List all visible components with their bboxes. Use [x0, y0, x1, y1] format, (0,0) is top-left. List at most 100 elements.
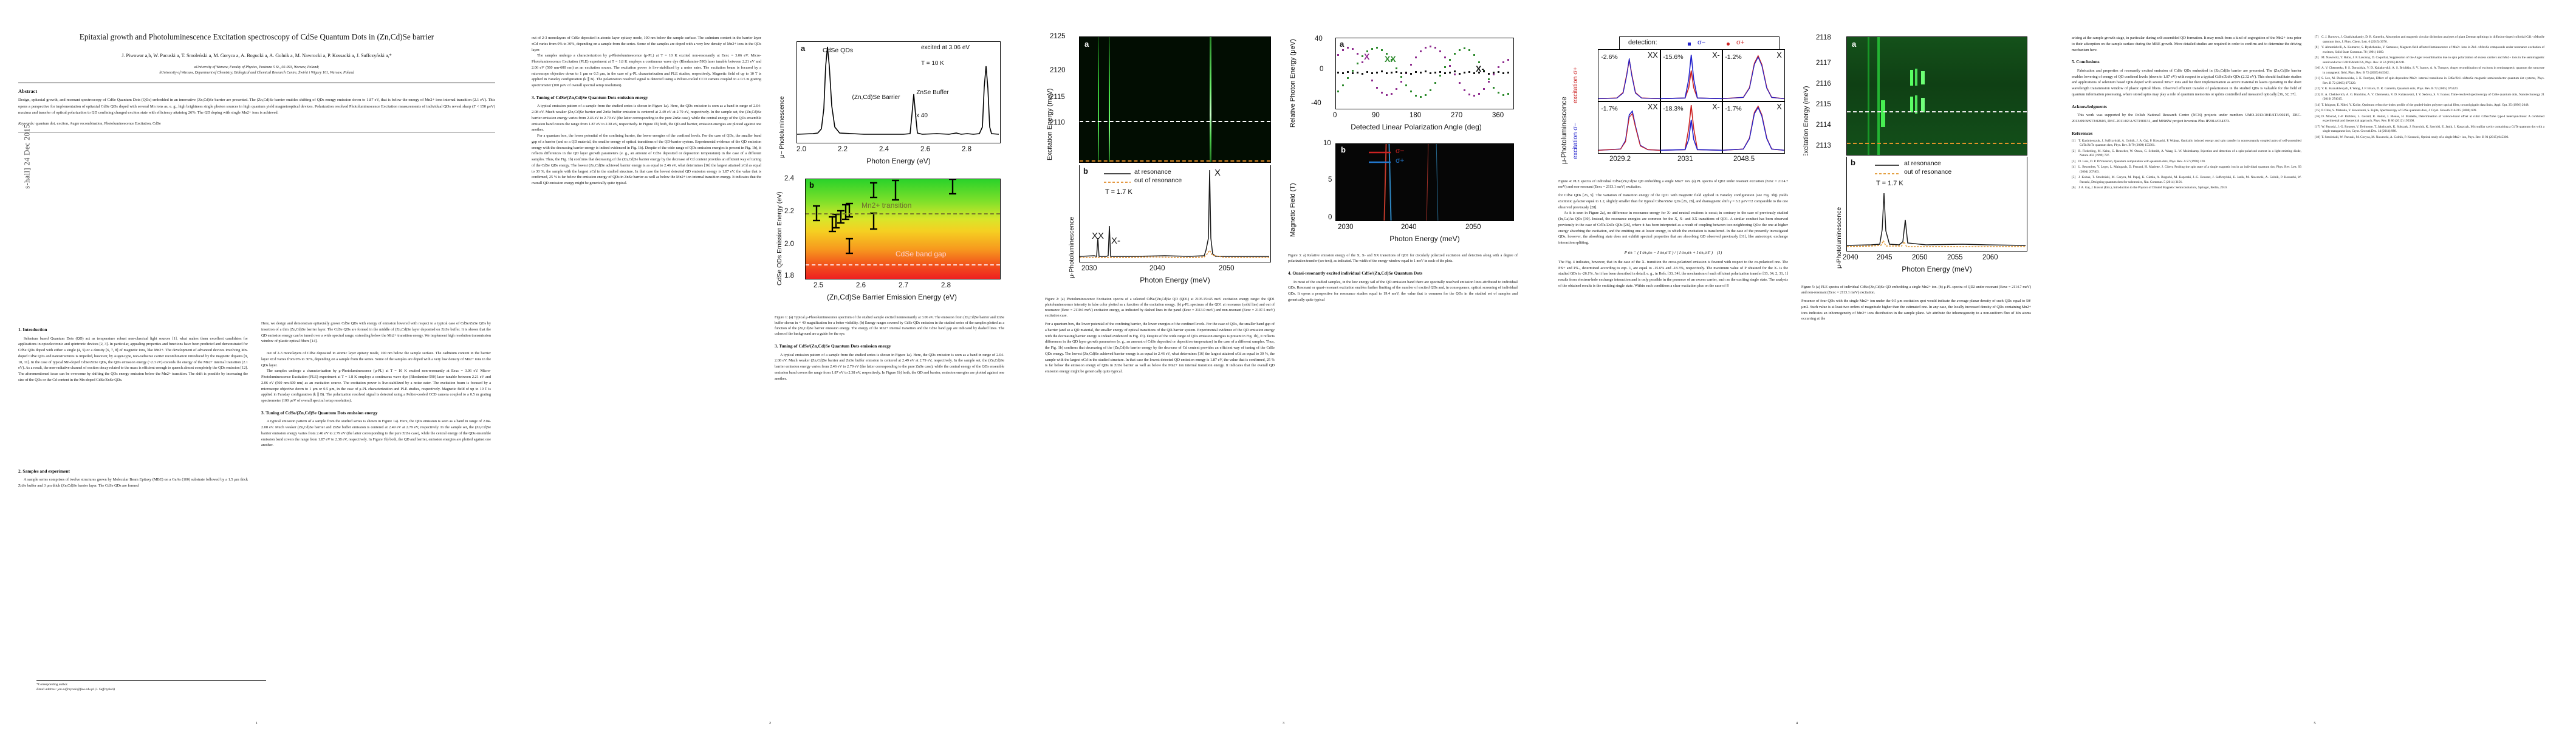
fig4-cell-5: -1.7% X	[1722, 101, 1785, 154]
fig2b-panel-letter: b	[1083, 166, 1088, 176]
reference-item: [15] P. Chiu, S. Matsuda, Y. Kawakami, S.…	[2315, 109, 2544, 114]
fig4-cell-5-value: -1.7%	[1725, 105, 1742, 113]
reference-text: T. Ishigure, E. Nihei, Y. Koike, Optimum…	[2321, 103, 2529, 107]
references-heading-left: References	[2072, 130, 2093, 136]
reference-number: [6]	[2072, 186, 2076, 190]
section-tuning: 3. Tuning of CdSe/(Zn,Cd)Se Quantum Dots…	[261, 409, 378, 416]
page1-columns: 1. Introduction Selenium based Quantum D…	[0, 321, 513, 701]
figure-1-panel-b: CdSe QDs Emission Energy (eV) Mn2+ trans…	[775, 175, 1004, 312]
reference-number: [14]	[2315, 103, 2320, 107]
fig3a-scatter	[1337, 46, 1509, 98]
fig4-cell-3-label: XX	[1648, 103, 1658, 112]
figure-2-panel-b: μ-Photoluminescence b XX X- X at resonan…	[1045, 164, 1275, 294]
fig5a-ytick-5: 2118	[1816, 34, 1831, 41]
fig4-cell-4: -18.3% X-	[1660, 101, 1723, 154]
page-number-5: 5	[2314, 721, 2316, 725]
reference-number: [1]	[2072, 139, 2076, 143]
fig1b-gap-line	[806, 264, 1000, 265]
samples-paragraph-2: out of 2-3 monolayers of CdSe deposited …	[261, 351, 491, 368]
page-5: arising at the sample growth stage, in p…	[2054, 0, 2576, 729]
page-number-1: 1	[255, 721, 258, 725]
fig5b-legend-solid-swatch	[1875, 165, 1899, 166]
fig4-ylabel: μ-Photoluminescence	[1561, 97, 1568, 164]
reference-item: [11] S. Lee, M. Dobrowolska, J. K. Furdyn…	[2315, 77, 2544, 86]
reference-number: [15]	[2315, 109, 2320, 113]
fig3b-line-sigma-plus-2	[1436, 144, 1439, 221]
fig1a-curve	[797, 46, 999, 135]
fig1b-mn-line	[806, 213, 1000, 214]
page-4: μ-Photoluminescence excitation σ+ excita…	[1540, 0, 2054, 729]
fig3a-xtick-3: 270	[1451, 112, 1463, 119]
quasi-p4: The Fig. 4 indicates, however, that in t…	[1558, 259, 1788, 288]
fig1a-panel-letter: a	[801, 44, 806, 53]
fig1b-label-gap: CdSe band gap	[896, 250, 947, 258]
fig3b-line-sigma-plus-1	[1388, 144, 1392, 221]
fig3b-ytick-1: 5	[1328, 176, 1332, 183]
fig4-cell-2-curve	[1722, 55, 1784, 100]
fig5a-stripe-2	[1877, 37, 1880, 155]
reference-number: [7]	[2315, 35, 2319, 39]
tuning-p1: A typical emission pattern of a sample f…	[532, 104, 761, 132]
fig1a-xtick-3: 2.6	[920, 146, 930, 153]
fig4-legend-sigma-minus: σ−	[1697, 39, 1706, 46]
fig5a-image: a	[1846, 36, 2027, 156]
fig4-cell-2-value: -1.2%	[1725, 53, 1742, 61]
fig5b-xlabel: Photon Energy (meV)	[1902, 265, 1972, 273]
fig2b-legend-resonance: at resonance	[1134, 168, 1171, 176]
fig4-panel-grid: -2.6% XX -15.6% X-	[1598, 49, 1785, 154]
fig1b-xlabel: (Zn,Cd)Se Barrier Emission Energy (eV)	[826, 293, 957, 301]
fig2b-xtick-0: 2030	[1081, 265, 1097, 272]
fig1a-annot-exc: excited at 3.06 eV	[921, 44, 970, 51]
fig5a-blob-5	[1910, 97, 1913, 112]
reference-item: [5] J. Kobak, T. Smoleński, M. Goryca, M.…	[2072, 176, 2301, 185]
fig4-cell-3: -1.7% XX	[1598, 101, 1661, 154]
section-tuning-2: 3. Tuning of CdSe/(Zn,Cd)Se Quantum Dots…	[532, 94, 648, 100]
page-number-3: 3	[1282, 721, 1285, 725]
fig5a-offresonance-line	[1847, 143, 2027, 144]
page4-columns: μ-Photoluminescence excitation σ+ excita…	[1540, 34, 2054, 711]
page-3: Excitation Energy (meV) a 2110 2115 2120…	[1027, 0, 1540, 729]
fig2a-ytick-1: 2115	[1050, 94, 1065, 101]
fig5a-ylabel: Excitation Energy (meV)	[1803, 86, 1810, 158]
reference-text: V. K. Kaznakhevych, P. Wang, J. P. Bruce…	[2321, 87, 2459, 91]
fig4-legend-marker-sigma-minus	[1688, 43, 1691, 46]
reference-number: [10]	[2315, 66, 2320, 70]
reference-item: [10] A. V. Chernenko, P. S. Dorozhkin, V.…	[2315, 66, 2544, 75]
fig5a-ytick-0: 2113	[1816, 142, 1831, 149]
reference-text: T. Smoleński, W. Pacuski, M. Goryca, M. …	[2321, 135, 2509, 139]
tuning-p2: For a quantum box, the lower potential o…	[532, 134, 761, 186]
fig1a-xtick-4: 2.8	[962, 146, 971, 153]
figure-3-panel-a: Relative Photon Energy (μeV) a	[1288, 35, 1518, 142]
fig2a-line-xx	[1098, 37, 1099, 162]
page1-column-left: 1. Introduction Selenium based Quantum D…	[18, 321, 266, 701]
figure-2: Excitation Energy (meV) a 2110 2115 2120…	[1045, 33, 1275, 319]
fig2a-image: a	[1079, 36, 1271, 163]
fig4-xtick-1: 2031	[1677, 156, 1693, 163]
quasi-p3: As it is seen in Figure 2a), no differen…	[1558, 211, 1788, 245]
reference-text: T. Kazimierczuk, J. Suffczyński, A. Goln…	[2078, 139, 2301, 148]
reference-text: D. Loss, D. P. DiVincenzo, Quantum compu…	[2078, 159, 2206, 163]
fig3a-label-xx: XX	[1385, 54, 1396, 64]
reference-text: J. A. Gaj, J. Kossut (Eds.), Introductio…	[2078, 186, 2228, 190]
reference-number: [8]	[2315, 46, 2319, 50]
samples-paragraph-1: A sample series comprises of twelve stru…	[18, 477, 248, 488]
reference-item: [18] T. Smoleński, W. Pacuski, M. Goryca,…	[2315, 135, 2544, 140]
fig4-ylabel-top: excitation σ+	[1572, 67, 1579, 103]
fig2b-temp: T = 1.7 K	[1105, 188, 1132, 196]
fig4-cell-1: -15.6% X-	[1660, 49, 1723, 102]
fig2b-legend-offresonance: out of resonance	[1134, 177, 1182, 184]
fig3b-xtick-1: 2040	[1401, 224, 1417, 231]
reference-item: [13] E. A. Chekhovich, A. G. Hutchins, A.…	[2315, 93, 2544, 102]
fig3a-xlabel: Detected Linear Polarization Angle (deg)	[1351, 123, 1482, 131]
fig5a-blob-7	[1921, 98, 1925, 112]
page4-column-right: Excitation Energy (meV)	[1801, 34, 2031, 711]
fig3a-ytick-2: 40	[1315, 35, 1323, 43]
fig1a-xtick-0: 2.0	[796, 146, 806, 153]
reference-number: [17]	[2315, 125, 2320, 129]
reference-text: M. Nawrocki, Y. Rubo, J. P. Lascaray, D.…	[2321, 56, 2544, 64]
keywords-label: Keywords:	[18, 122, 35, 126]
section-samples: 2. Samples and experiment	[18, 468, 70, 474]
fig4-cell-1-label: X-	[1712, 51, 1720, 60]
fig5a-resonance-line	[1847, 111, 2027, 112]
fig4-xtick-0: 2029.2	[1609, 156, 1631, 163]
